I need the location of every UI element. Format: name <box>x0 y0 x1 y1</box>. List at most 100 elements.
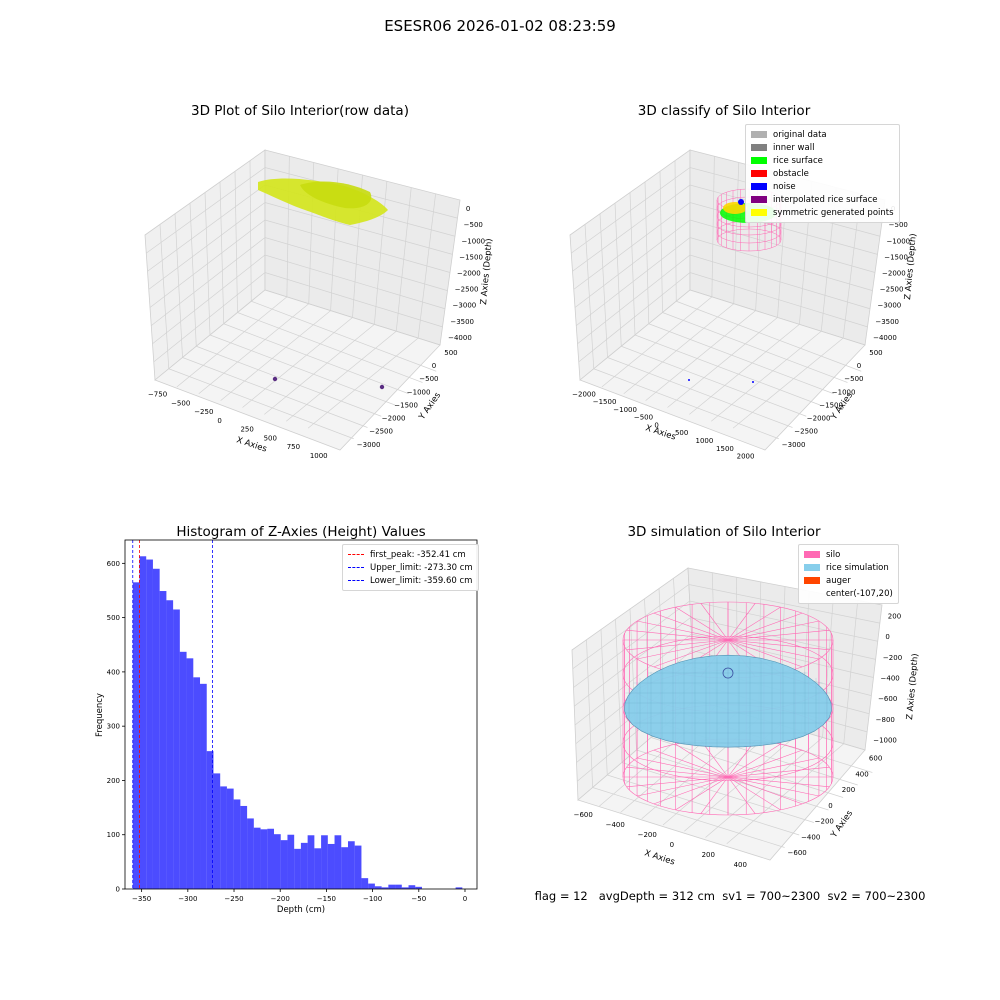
histogram-bar <box>260 829 268 889</box>
legend-label: rice simulation <box>826 562 889 573</box>
z-tick-label: 200 <box>888 612 901 620</box>
legend-entry: symmetric generated points <box>751 206 894 219</box>
histogram-bar <box>247 818 254 889</box>
histogram-bar <box>186 658 194 889</box>
x-tick-label: 1500 <box>716 445 734 453</box>
x-tick-label: 250 <box>240 426 253 434</box>
histogram-x-ticks: −350 −300 −250 −200 −150 −100 −50 0 <box>132 889 467 903</box>
histogram-x-tick: −350 <box>132 895 151 903</box>
y-tick-label: −400 <box>801 833 820 841</box>
legend-label: interpolated rice surface <box>773 194 878 205</box>
histogram-bar <box>132 582 140 889</box>
x-tick-label: 750 <box>287 443 300 451</box>
simulation-legend: silo rice simulation auger center(-107,20) <box>798 544 899 604</box>
legend-label: auger <box>826 575 851 586</box>
z-tick-label: 0 <box>466 205 470 213</box>
x-tick-label: 0 <box>654 421 658 429</box>
legend-entry: auger <box>804 574 893 587</box>
legend-swatch <box>751 144 767 151</box>
histogram-bar <box>213 773 221 889</box>
legend-entry: rice simulation <box>804 561 893 574</box>
raw-floor-pane <box>154 289 441 451</box>
legend-entry: silo <box>804 548 893 561</box>
legend-label: first_peak: -352.41 cm <box>370 549 466 560</box>
y-tick-label: 500 <box>869 349 882 357</box>
y-tick-label: −2000 <box>807 415 831 423</box>
z-tick-label: −200 <box>883 654 902 662</box>
histogram-bar <box>401 887 409 889</box>
legend-swatch <box>804 577 820 584</box>
histogram-bar <box>159 591 167 889</box>
histogram-vlines <box>132 540 213 889</box>
histogram-bar <box>226 788 234 889</box>
z-tick-label: −1000 <box>873 737 897 745</box>
y-tick-label: −200 <box>815 818 834 826</box>
legend-entry: first_peak: -352.41 cm <box>348 548 473 561</box>
histogram-x-tick: −200 <box>271 895 290 903</box>
histogram-chart: −350 −300 −250 −200 −150 −100 −50 0 0 100 200 300 4… <box>95 539 478 915</box>
y-tick-label: −1500 <box>819 401 843 409</box>
histogram-bar <box>173 609 180 889</box>
raw-x-ticks: −750 −500 −250 0 250 500 750 1000 <box>148 391 328 460</box>
x-tick-label: −400 <box>606 821 625 829</box>
legend-swatch <box>348 554 364 555</box>
z-tick-label: −4000 <box>873 334 897 342</box>
histogram-bar <box>166 600 174 889</box>
histogram-y-ticks: 0 100 200 300 400 500 600 <box>107 560 125 894</box>
y-tick-label: −3000 <box>782 441 806 449</box>
z-tick-label: −4000 <box>448 334 472 342</box>
z-tick-label: −600 <box>878 695 897 703</box>
legend-swatch <box>348 567 364 568</box>
z-tick-label: −1000 <box>461 237 485 245</box>
histogram-bar <box>395 884 402 889</box>
y-tick-label: 500 <box>444 349 457 357</box>
classify-x-label: X Axies <box>644 423 677 442</box>
histogram-bar <box>307 835 315 889</box>
x-tick-label: 500 <box>264 434 277 442</box>
z-tick-label: −1500 <box>459 253 483 261</box>
histogram-x-tick: −250 <box>224 895 243 903</box>
y-tick-label: 400 <box>855 770 868 778</box>
histogram-bar <box>206 751 214 889</box>
histogram-bar <box>146 559 153 889</box>
x-tick-label: 2000 <box>737 453 755 461</box>
legend-entry: Lower_limit: -359.60 cm <box>348 574 473 587</box>
legend-label: rice surface <box>773 155 823 166</box>
y-tick-label: −500 <box>419 375 438 383</box>
y-tick-label: −1000 <box>407 388 431 396</box>
histogram-bar <box>280 840 288 889</box>
histogram-bar <box>347 841 355 889</box>
histogram-bar <box>179 651 187 889</box>
x-tick-label: 200 <box>702 851 715 859</box>
histogram-bar <box>334 835 342 889</box>
simulation-panel-title: 3D simulation of Silo Interior <box>627 524 821 540</box>
z-tick-label: −1500 <box>884 253 908 261</box>
x-tick-label: 0 <box>217 417 221 425</box>
y-tick-label: 0 <box>828 802 832 810</box>
histogram-bar <box>381 887 389 889</box>
histogram-y-tick: 100 <box>107 831 120 839</box>
z-tick-label: −3000 <box>878 302 902 310</box>
histogram-bar <box>253 827 261 889</box>
legend-entry: interpolated rice surface <box>751 193 894 206</box>
histogram-y-tick: 400 <box>107 668 120 676</box>
x-tick-label: −500 <box>634 414 653 422</box>
histogram-x-tick: −150 <box>317 895 336 903</box>
legend-label: center(-107,20) <box>826 588 893 599</box>
histogram-bar <box>321 835 328 889</box>
histogram-bar <box>267 828 275 889</box>
z-tick-label: −2500 <box>455 286 479 294</box>
histogram-legend: first_peak: -352.41 cm Upper_limit: -273.… <box>342 544 479 591</box>
raw-outlier-point <box>379 384 385 390</box>
histogram-bar <box>455 887 463 889</box>
y-tick-label: −2500 <box>794 428 818 436</box>
legend-entry: original data <box>751 128 894 141</box>
histogram-bar <box>300 842 308 889</box>
z-tick-label: −400 <box>881 675 900 683</box>
classify-panel-title: 3D classify of Silo Interior <box>637 103 811 119</box>
x-tick-label: 500 <box>675 429 688 437</box>
legend-label: silo <box>826 549 841 560</box>
legend-label: obstacle <box>773 168 809 179</box>
simulation-z-label: Z Axies (Depth) <box>905 653 921 720</box>
